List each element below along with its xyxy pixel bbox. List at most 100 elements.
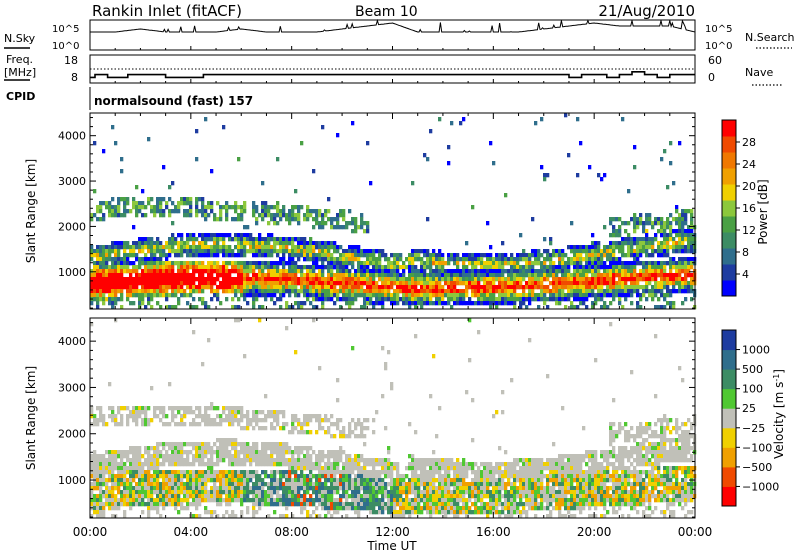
power-cell: [306, 245, 310, 250]
velocity-cell: [294, 474, 298, 479]
power-cell: [489, 261, 493, 266]
power-cell: [480, 265, 484, 270]
velocity-cell: [240, 486, 244, 491]
velocity-cell: [207, 338, 211, 343]
power-cell: [228, 205, 232, 210]
power-cell: [198, 273, 202, 278]
velocity-cell: [228, 462, 232, 467]
power-cell: [342, 253, 346, 258]
power-cell: [114, 261, 118, 266]
power-cell: [249, 237, 253, 242]
power-cell: [345, 249, 349, 254]
velocity-cell: [261, 450, 265, 455]
power-cell: [528, 297, 532, 302]
power-cell: [96, 301, 100, 306]
power-cell: [240, 253, 244, 258]
velocity-cell: [177, 458, 181, 463]
velocity-cell: [291, 422, 295, 427]
power-cell: [291, 281, 295, 286]
power-cell: [132, 253, 136, 258]
velocity-cell: [96, 418, 100, 423]
power-cell: [249, 265, 253, 270]
power-cell: [552, 277, 556, 282]
velocity-cell: [273, 450, 277, 455]
power-cell: [219, 301, 223, 306]
velocity-cell: [252, 410, 256, 415]
velocity-cell: [354, 510, 358, 515]
power-cell: [591, 265, 595, 270]
power-cell: [270, 237, 274, 242]
velocity-cell: [120, 454, 124, 459]
power-cell: [174, 237, 178, 242]
power-cell: [348, 301, 352, 306]
power-cell: [609, 233, 613, 238]
velocity-cell: [336, 486, 340, 491]
power-cell: [117, 269, 121, 274]
power-cell: [435, 289, 439, 294]
velocity-cell: [291, 418, 295, 423]
velocity-cell: [162, 414, 166, 419]
power-cell: [144, 281, 148, 286]
power-cell: [207, 201, 211, 206]
velocity-cell: [228, 458, 232, 463]
velocity-cell: [318, 490, 322, 495]
power-cell: [489, 277, 493, 282]
velocity-cell: [375, 410, 379, 415]
power-cell: [207, 273, 211, 278]
power-cell: [453, 257, 457, 262]
power-cell: [369, 289, 373, 294]
velocity-cell: [180, 406, 184, 411]
velocity-cell: [132, 478, 136, 483]
power-cell: [267, 221, 271, 226]
power-cell: [642, 221, 646, 226]
power-cell: [210, 277, 214, 282]
power-cell: [159, 273, 163, 278]
power-cell: [297, 269, 301, 274]
power-cell: [108, 273, 112, 278]
power-cell: [288, 241, 292, 246]
power-cell: [459, 121, 463, 126]
velocity-cell: [228, 410, 232, 415]
power-cell: [390, 277, 394, 282]
power-cell: [366, 281, 370, 286]
power-cell: [456, 301, 460, 306]
power-cell: [216, 277, 220, 282]
power-cell: [204, 233, 208, 238]
velocity-cell: [333, 498, 337, 503]
velocity-cell: [195, 450, 199, 455]
power-cell: [498, 281, 502, 286]
velocity-cell: [342, 466, 346, 471]
velocity-cell: [123, 498, 127, 503]
velocity-cell: [237, 490, 241, 495]
velocity-cell: [309, 474, 313, 479]
power-cell: [234, 201, 238, 206]
power-cell: [537, 273, 541, 278]
power-cell: [120, 261, 124, 266]
velocity-cell: [162, 474, 166, 479]
power-cell: [633, 281, 637, 286]
velocity-cell: [345, 474, 349, 479]
power-cell: [348, 209, 352, 214]
power-cell: [480, 253, 484, 258]
velocity-cell: [141, 502, 145, 507]
power-cell: [189, 245, 193, 250]
velocity-cell: [279, 494, 283, 499]
power-cell: [213, 269, 217, 274]
power-cell: [366, 249, 370, 254]
velocity-cell: [105, 450, 109, 455]
velocity-cell: [234, 482, 238, 487]
power-cell: [573, 305, 577, 310]
power-cell: [207, 245, 211, 250]
velocity-cell: [90, 482, 94, 487]
power-cell: [348, 261, 352, 266]
velocity-cell: [351, 458, 355, 463]
power-cell: [162, 289, 166, 294]
power-cell: [678, 225, 682, 230]
power-cell: [576, 293, 580, 298]
power-cell: [570, 261, 574, 266]
power-cell: [546, 249, 550, 254]
velocity-cell: [252, 426, 256, 431]
freq-unit: [MHz]: [4, 66, 36, 79]
power-cell: [351, 261, 355, 266]
power-cell: [399, 285, 403, 290]
